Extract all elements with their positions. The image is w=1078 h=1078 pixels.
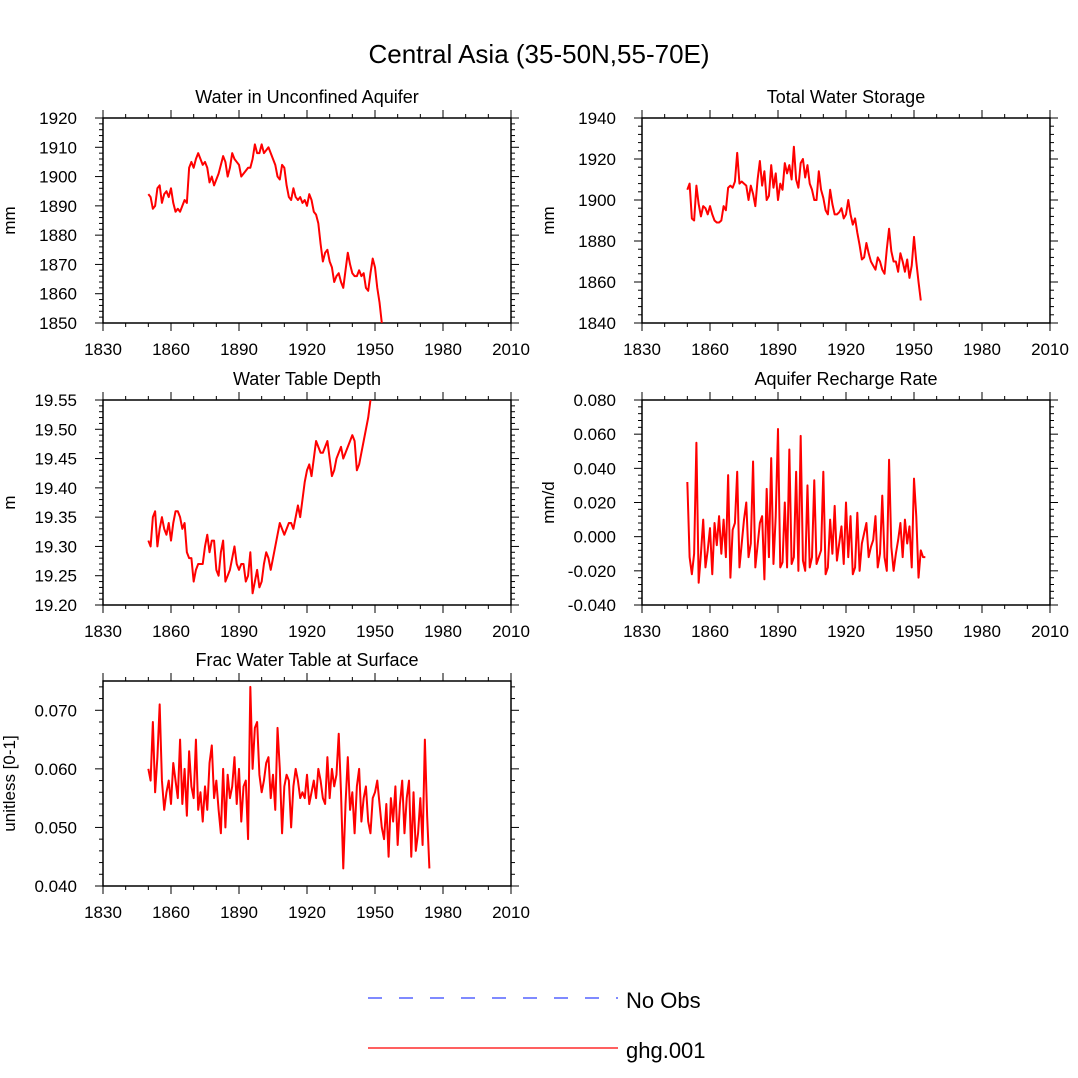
series-line-ghg-001 (147, 400, 372, 595)
y-tick-label: 19.40 (34, 479, 77, 498)
plot-frame (102, 117, 512, 324)
page-title: Central Asia (35-50N,55-70E) (368, 39, 709, 69)
y-axis-label: mm (0, 206, 19, 234)
y-tick-label: 0.060 (573, 425, 616, 444)
x-tick-label: 1920 (288, 340, 326, 359)
y-axis-label: unitless [0-1] (0, 735, 19, 831)
x-tick-label: 1950 (895, 622, 933, 641)
y-tick-label: 0.050 (34, 818, 77, 837)
y-tick-label: 0.020 (573, 494, 616, 513)
x-tick-label: 1830 (84, 622, 122, 641)
chart-title: Water in Unconfined Aquifer (195, 87, 418, 107)
y-tick-label: 19.35 (34, 508, 77, 527)
x-tick-label: 1830 (84, 903, 122, 922)
y-tick-label: -0.040 (568, 596, 616, 615)
x-tick-label: 1860 (691, 340, 729, 359)
x-tick-label: 2010 (492, 340, 530, 359)
x-tick-label: 1890 (759, 340, 797, 359)
x-tick-label: 2010 (492, 622, 530, 641)
chart-title: Aquifer Recharge Rate (754, 369, 937, 389)
x-tick-label: 1950 (356, 903, 394, 922)
y-tick-label: 1920 (39, 109, 77, 128)
x-tick-label: 1920 (827, 622, 865, 641)
series-line-ghg-001 (147, 685, 431, 870)
y-tick-label: 0.000 (573, 528, 616, 547)
y-tick-label: 0.060 (34, 760, 77, 779)
y-tick-label: 19.50 (34, 420, 77, 439)
x-tick-label: 2010 (1031, 622, 1069, 641)
x-tick-label: 2010 (1031, 340, 1069, 359)
y-tick-label: 1910 (39, 138, 77, 157)
x-tick-label: 1830 (84, 340, 122, 359)
series-line-ghg-001 (147, 143, 383, 323)
plot-frame (102, 399, 512, 606)
x-tick-label: 1830 (623, 340, 661, 359)
x-tick-label: 1980 (424, 340, 462, 359)
y-axis-label: mm/d (539, 481, 558, 524)
y-tick-label: 1890 (39, 197, 77, 216)
y-tick-label: 0.040 (34, 877, 77, 896)
y-tick-label: 1900 (39, 168, 77, 187)
y-tick-label: -0.020 (568, 562, 616, 581)
legend-label-no-obs: No Obs (626, 988, 701, 1013)
x-tick-label: 1980 (424, 622, 462, 641)
x-tick-label: 1890 (759, 622, 797, 641)
x-tick-label: 1860 (691, 622, 729, 641)
x-tick-label: 1950 (356, 622, 394, 641)
y-axis-label: m (0, 495, 19, 509)
x-tick-label: 2010 (492, 903, 530, 922)
x-tick-label: 1980 (963, 340, 1001, 359)
x-tick-label: 1860 (152, 622, 190, 641)
y-tick-label: 1860 (39, 285, 77, 304)
y-tick-label: 19.45 (34, 450, 77, 469)
y-axis-label: mm (539, 206, 558, 234)
chart-aquifer-recharge-rate: 1830 1860 1890 1920 1950 1980 2010 -0.040 -0.020… (539, 369, 1069, 641)
x-tick-label: 1920 (288, 622, 326, 641)
x-tick-label: 1920 (288, 903, 326, 922)
chart-total-water-storage: 1830 1860 1890 1920 1950 1980 2010 1840 1860 1880… (539, 87, 1069, 359)
y-tick-label: 1840 (578, 314, 616, 333)
series-line-ghg-001 (686, 428, 926, 584)
y-tick-label: 1870 (39, 255, 77, 274)
y-tick-label: 1920 (578, 150, 616, 169)
chart-frac-water-table-at-surface: 1830 1860 1890 1920 1950 1980 2010 0.040 0.050 0.… (0, 650, 530, 922)
y-tick-label: 19.20 (34, 596, 77, 615)
x-tick-label: 1920 (827, 340, 865, 359)
panels: 1830 1860 1890 1920 1950 1980 2010 1850 1860 1870… (0, 87, 1069, 922)
y-tick-label: 1880 (39, 226, 77, 245)
x-tick-label: 1860 (152, 903, 190, 922)
x-tick-label: 1890 (220, 903, 258, 922)
y-tick-label: 1880 (578, 232, 616, 251)
y-tick-label: 19.30 (34, 537, 77, 556)
legend: No Obs ghg.001 (368, 988, 706, 1063)
x-tick-label: 1830 (623, 622, 661, 641)
y-tick-label: 19.55 (34, 391, 77, 410)
plot-frame (641, 117, 1051, 324)
chart-water-table-depth: 1830 1860 1890 1920 1950 1980 2010 19.20 19.25 19… (0, 369, 530, 641)
x-tick-label: 1950 (895, 340, 933, 359)
y-tick-label: 0.070 (34, 701, 77, 720)
x-tick-label: 1890 (220, 340, 258, 359)
y-tick-label: 0.080 (573, 391, 616, 410)
y-tick-label: 0.040 (573, 459, 616, 478)
y-tick-label: 19.25 (34, 567, 77, 586)
y-tick-label: 1860 (578, 273, 616, 292)
y-tick-label: 1850 (39, 314, 77, 333)
x-tick-label: 1860 (152, 340, 190, 359)
y-tick-label: 1940 (578, 109, 616, 128)
chart-water-in-unconfined-aquifer: 1830 1860 1890 1920 1950 1980 2010 1850 1860 1870… (0, 87, 530, 359)
chart-title: Water Table Depth (233, 369, 381, 389)
legend-label-ghg-001: ghg.001 (626, 1038, 706, 1063)
x-tick-label: 1890 (220, 622, 258, 641)
x-tick-label: 1980 (424, 903, 462, 922)
x-tick-label: 1980 (963, 622, 1001, 641)
chart-title: Total Water Storage (767, 87, 925, 107)
chart-title: Frac Water Table at Surface (195, 650, 418, 670)
series-line-ghg-001 (686, 145, 922, 301)
y-tick-label: 1900 (578, 191, 616, 210)
x-tick-label: 1950 (356, 340, 394, 359)
